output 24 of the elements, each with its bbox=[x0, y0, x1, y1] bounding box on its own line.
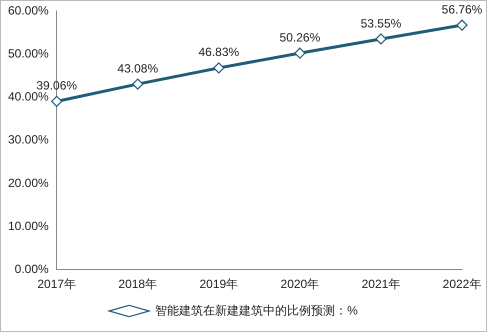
y-tick-label: 10.00% bbox=[8, 218, 50, 233]
data-label: 56.76% bbox=[442, 2, 483, 16]
point bbox=[51, 96, 62, 107]
y-tick-label: 0.00% bbox=[14, 262, 50, 276]
y-tick-label: 60.00% bbox=[8, 4, 50, 18]
point bbox=[132, 78, 144, 90]
x-tick-label: 2017年 bbox=[37, 277, 76, 292]
x-tick-label: 2018年 bbox=[118, 277, 158, 292]
point bbox=[375, 33, 387, 45]
x-tick-label: 2021年 bbox=[362, 277, 400, 292]
x-tick-label: 2020年 bbox=[280, 277, 320, 292]
data-label: 43.08% bbox=[117, 61, 158, 76]
y-tick-label: 30.00% bbox=[8, 132, 50, 147]
y-tick-label: 50.00% bbox=[8, 46, 50, 61]
legend-label: 智能建筑在新建建筑中的比例预测：% bbox=[155, 303, 358, 318]
point bbox=[456, 20, 468, 31]
x-tick-label: 2019年 bbox=[199, 277, 238, 292]
point bbox=[213, 62, 224, 74]
point bbox=[294, 48, 306, 59]
y-tick-label: 20.00% bbox=[8, 176, 50, 190]
x-tick-label: 2022年 bbox=[442, 277, 482, 292]
data-label: 46.83% bbox=[198, 45, 240, 60]
data-label: 53.55% bbox=[360, 16, 402, 30]
data-label: 50.26% bbox=[280, 30, 321, 44]
